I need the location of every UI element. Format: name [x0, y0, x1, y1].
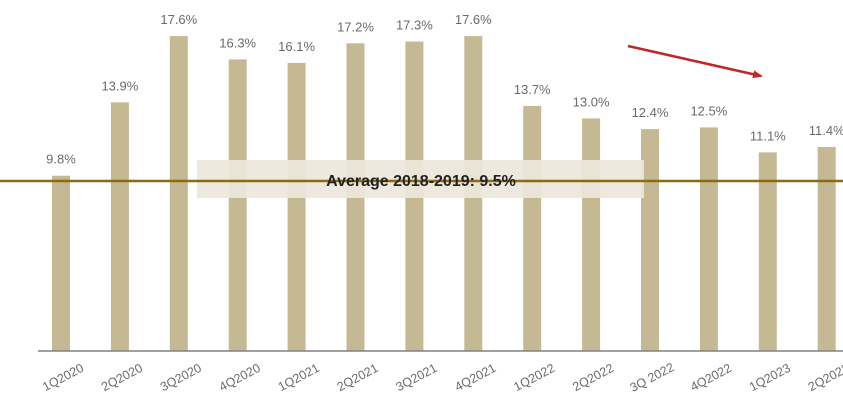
x-tick-label: 2Q2020	[99, 361, 145, 394]
data-label: 9.8%	[46, 152, 76, 167]
bar-2Q2020	[110, 102, 129, 351]
data-label: 16.1%	[278, 39, 315, 54]
bar-2Q2022	[582, 118, 601, 352]
bar-3Q2020	[169, 36, 188, 351]
bar-4Q2020	[228, 59, 247, 352]
bar-1Q2020	[52, 175, 70, 351]
data-label: 12.5%	[690, 103, 727, 118]
bar-1Q2021	[287, 62, 306, 352]
average-label: Average 2018-2019: 9.5%	[326, 173, 516, 190]
data-label: 17.3%	[396, 18, 433, 33]
value-labels: 9.8% 13.9% 17.6% 16.3% 16.1% 17.2% 17.3% 17.6% 1…	[46, 12, 843, 167]
bar-2Q2023	[817, 147, 836, 351]
bar-4Q2022	[699, 127, 718, 352]
data-label: 13.9%	[101, 78, 138, 93]
data-label: 13.7%	[514, 82, 551, 97]
data-label: 12.4%	[632, 105, 669, 120]
data-label: 17.6%	[160, 12, 197, 27]
x-tick-label: 4Q2021	[452, 361, 498, 394]
x-tick-label: 4Q2020	[217, 361, 263, 394]
data-label: 16.3%	[219, 35, 256, 50]
trend-arrow-icon	[627, 44, 763, 79]
x-tick-label: 3Q 2022	[628, 360, 677, 395]
bar-3Q2022	[641, 129, 659, 351]
x-tick-label: 1Q2021	[276, 361, 322, 394]
x-tick-label: 2Q2022	[570, 361, 616, 394]
x-tick-label: 1Q2023	[747, 361, 793, 394]
x-tick-label: 2Q2021	[335, 361, 381, 394]
data-label: 11.4%	[809, 123, 843, 138]
data-label: 13.0%	[573, 94, 610, 109]
x-tick-label: 1Q2022	[511, 361, 557, 394]
x-tick-labels: 1Q2020 2Q2020 3Q2020 4Q2020 1Q2021 2Q2021 3Q20…	[40, 360, 843, 395]
x-tick-label: 3Q2020	[158, 361, 204, 394]
x-tick-label: 4Q2022	[688, 361, 734, 394]
x-tick-label: 1Q2020	[40, 361, 86, 394]
data-label: 17.6%	[455, 12, 492, 27]
data-label: 17.2%	[337, 19, 374, 34]
x-tick-label: 3Q2021	[394, 361, 440, 394]
data-label: 11.1%	[750, 128, 786, 143]
bar-1Q2022	[523, 105, 542, 352]
x-tick-label: 2Q2023	[806, 361, 843, 394]
average-label-box	[197, 160, 644, 198]
bar-1Q2023	[758, 152, 777, 351]
